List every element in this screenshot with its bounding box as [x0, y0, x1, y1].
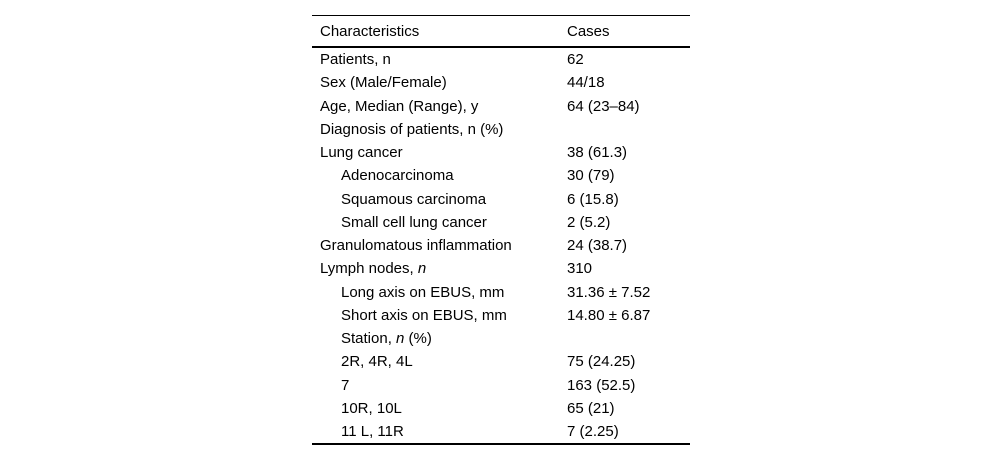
row-label: Small cell lung cancer — [341, 213, 487, 231]
row-value: 14.80 ± 6.87 — [567, 306, 651, 324]
table-row: Granulomatous inflammation 24 (38.7) — [312, 234, 690, 257]
row-label: 2R, 4R, 4L — [341, 353, 413, 371]
table-row: Sex (Male/Female) 44/18 — [312, 71, 690, 94]
row-label: Diagnosis of patients, n (%) — [320, 120, 504, 138]
row-value: 163 (52.5) — [567, 376, 636, 394]
row-value: 30 (79) — [567, 167, 615, 185]
row-label: Adenocarcinoma — [341, 167, 454, 185]
table-row: Squamous carcinoma 6 (15.8) — [312, 188, 690, 211]
row-label: Long axis on EBUS, mm — [341, 283, 505, 301]
table-row: 7 163 (52.5) — [312, 374, 690, 397]
table-row: Diagnosis of patients, n (%) — [312, 118, 690, 141]
row-value: 64 (23–84) — [567, 97, 640, 115]
row-value: 31.36 ± 7.52 — [567, 283, 651, 301]
row-label: Station, n (%) — [341, 330, 432, 348]
table-row: Lymph nodes, n 310 — [312, 257, 690, 280]
row-value: 75 (24.25) — [567, 353, 636, 371]
row-label: Patients, n — [320, 51, 391, 69]
row-label: Lung cancer — [320, 144, 403, 162]
row-value: 65 (21) — [567, 399, 615, 417]
table-row: Station, n (%) — [312, 327, 690, 350]
table-row: 11 L, 11R 7 (2.25) — [312, 420, 690, 443]
table-row: Small cell lung cancer 2 (5.2) — [312, 211, 690, 234]
table-row: Short axis on EBUS, mm 14.80 ± 6.87 — [312, 304, 690, 327]
row-label: Age, Median (Range), y — [320, 97, 479, 115]
row-value: 24 (38.7) — [567, 237, 628, 255]
table-header-row: Characteristics Cases — [312, 16, 690, 48]
table-body: Patients, n 62 Sex (Male/Female) 44/18 A… — [312, 48, 690, 443]
row-label: 7 — [341, 376, 350, 394]
row-value: 62 — [567, 51, 584, 69]
row-label: Short axis on EBUS, mm — [341, 306, 507, 324]
characteristics-table: Characteristics Cases Patients, n 62 Sex… — [312, 15, 690, 446]
row-value: 310 — [567, 260, 593, 278]
header-cases: Cases — [567, 22, 610, 40]
row-label: 10R, 10L — [341, 399, 402, 417]
table-row: 10R, 10L 65 (21) — [312, 397, 690, 420]
table-row: Long axis on EBUS, mm 31.36 ± 7.52 — [312, 281, 690, 304]
table-row: Patients, n 62 — [312, 48, 690, 71]
table-row: 2R, 4R, 4L 75 (24.25) — [312, 350, 690, 373]
row-label: Sex (Male/Female) — [320, 74, 447, 92]
row-value: 7 (2.25) — [567, 423, 619, 441]
row-value: 2 (5.2) — [567, 213, 611, 231]
row-label: 11 L, 11R — [341, 423, 404, 441]
header-characteristics: Characteristics — [320, 22, 420, 40]
row-value: 44/18 — [567, 74, 605, 92]
table-row: Adenocarcinoma 30 (79) — [312, 164, 690, 187]
table-row: Lung cancer 38 (61.3) — [312, 141, 690, 164]
table-row: Age, Median (Range), y 64 (23–84) — [312, 95, 690, 118]
row-label: Lymph nodes, n — [320, 260, 427, 278]
row-value: 6 (15.8) — [567, 190, 619, 208]
row-value: 38 (61.3) — [567, 144, 628, 162]
row-label: Granulomatous inflammation — [320, 237, 512, 255]
row-label: Squamous carcinoma — [341, 190, 487, 208]
